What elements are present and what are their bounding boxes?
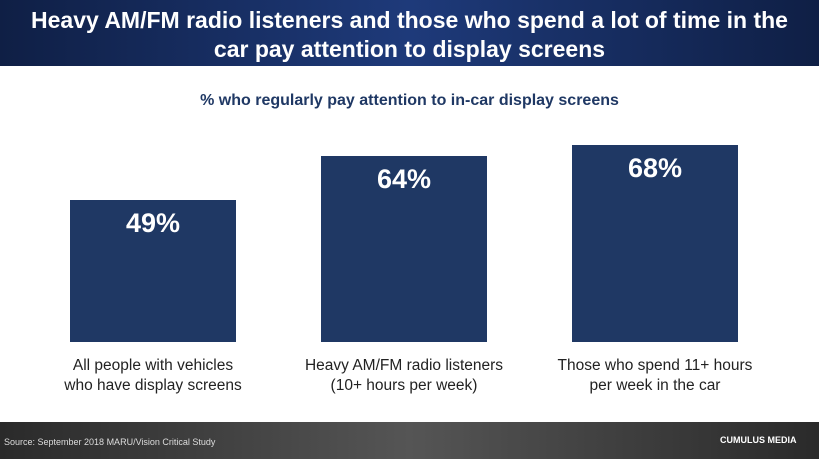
chart-title: Heavy AM/FM radio listeners and those wh… [31, 7, 788, 62]
value-label: 68% [627, 152, 683, 183]
source-note: Source: September 2018 MARU/Vision Criti… [4, 437, 216, 447]
bar [572, 144, 738, 342]
category-label: All people with vehicles who have displa… [64, 357, 242, 394]
category-label: Heavy AM/FM radio listeners (10+ hours p… [304, 357, 504, 394]
bar [70, 199, 236, 342]
category-label: Those who spend 11+ hours per week in th… [557, 357, 753, 394]
logo: CUMULUS MEDIA [720, 435, 797, 445]
value-label: 49% [125, 207, 181, 238]
header-band: Heavy AM/FM radio listeners and those wh… [0, 0, 819, 66]
value-label: 64% [376, 164, 432, 195]
footer-band: Source: September 2018 MARU/Vision Criti… [0, 422, 819, 459]
bar [321, 156, 487, 342]
chart-subtitle: % who regularly pay attention to in-car … [200, 92, 619, 109]
